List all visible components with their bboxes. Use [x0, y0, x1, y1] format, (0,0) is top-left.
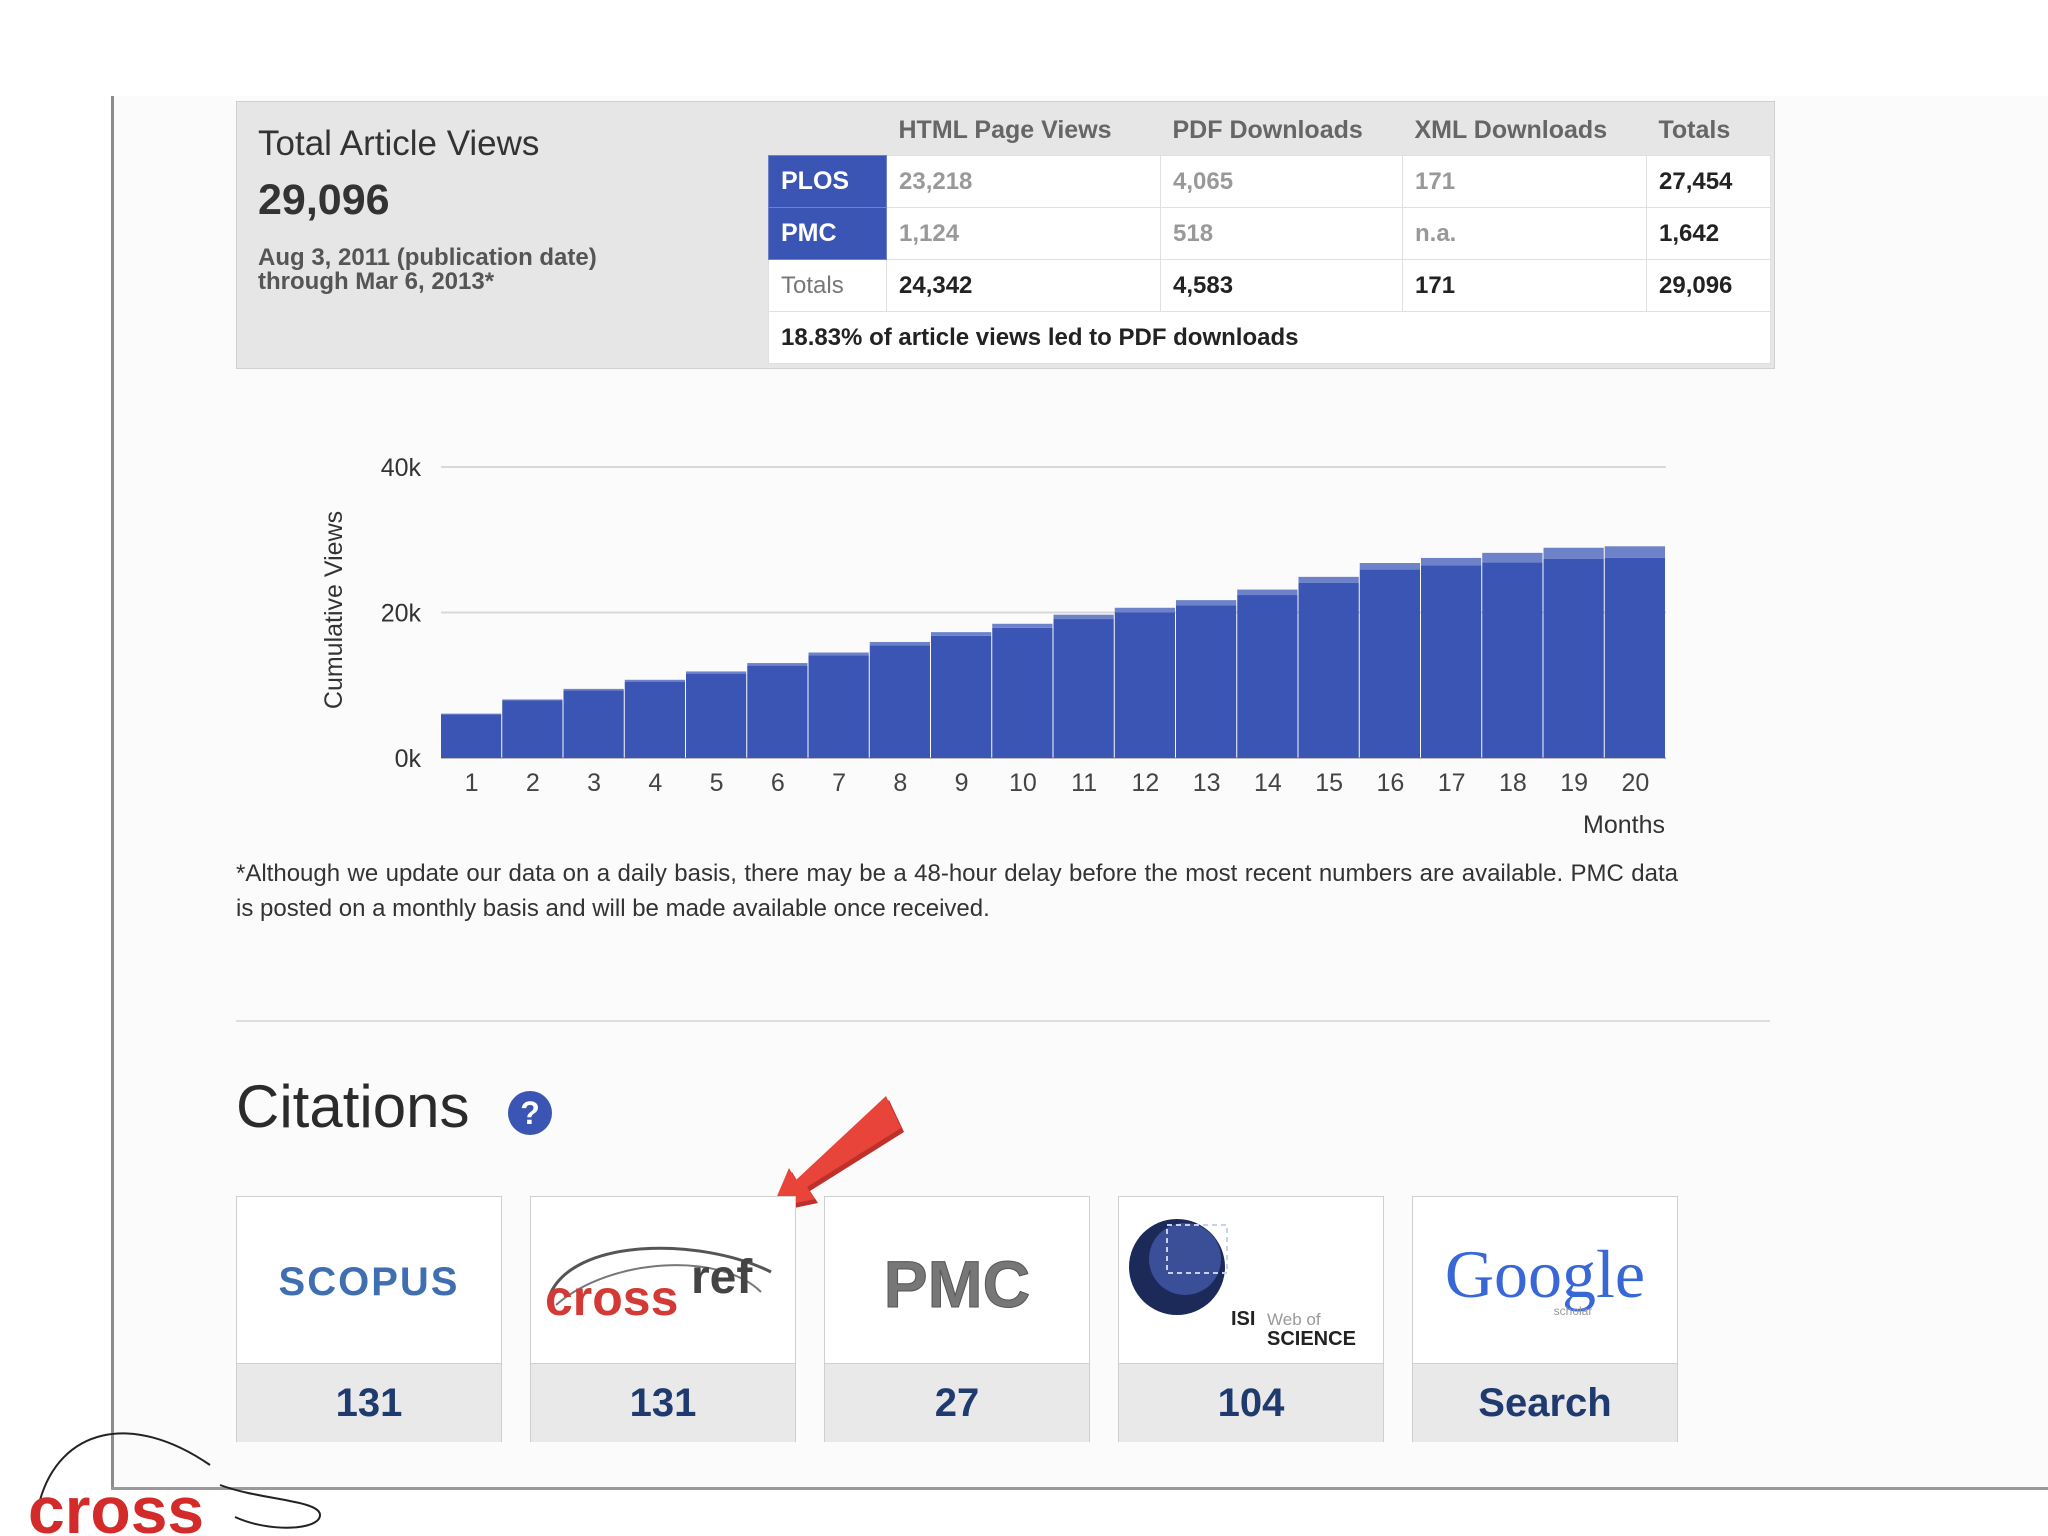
svg-text:cross: cross — [28, 1473, 204, 1536]
total-all: 29,096 — [1646, 259, 1771, 312]
scopus-logo: SCOPUS — [279, 1260, 460, 1304]
citation-card-pmc[interactable]: PMC 27 — [824, 1196, 1090, 1442]
slide-border-bottom — [111, 1487, 2048, 1490]
svg-text:ISI: ISI — [1231, 1308, 1255, 1330]
cell-total: 27,454 — [1646, 155, 1771, 208]
cell-total: 1,642 — [1646, 207, 1771, 260]
svg-text:ref: ref — [691, 1251, 753, 1304]
google-scholar-logo: Google scholar — [1445, 1236, 1645, 1318]
total-html: 24,342 — [886, 259, 1161, 312]
date-range-line-2: through Mar 6, 2013* — [258, 268, 495, 295]
slide-border-left — [111, 96, 114, 1488]
google-scholar-search[interactable]: Search — [1413, 1363, 1677, 1442]
header-spacer — [768, 105, 887, 156]
header-xml: XML Downloads — [1402, 105, 1647, 156]
citation-count-scopus[interactable]: 131 — [237, 1363, 501, 1442]
date-range-line-1: Aug 3, 2011 (publication date) — [258, 244, 597, 271]
date-range: Aug 3, 2011 (publication date) through M… — [258, 246, 718, 294]
citation-count-crossref[interactable]: 131 — [531, 1363, 795, 1442]
table-note-row: 18.83% of article views led to PDF downl… — [768, 311, 1771, 364]
table-row: PMC 1,124 518 n.a. 1,642 — [768, 207, 1771, 260]
totals-label: Totals — [768, 259, 887, 312]
total-xml: 171 — [1402, 259, 1647, 312]
total-views-count: 29,096 — [258, 176, 390, 224]
svg-text:SCOPUS: SCOPUS — [279, 1260, 460, 1304]
cell-pdf: 518 — [1160, 207, 1403, 260]
svg-text:Google: Google — [1445, 1236, 1645, 1312]
pdf-ratio-note: 18.83% of article views led to PDF downl… — [768, 311, 1771, 364]
table-row-totals: Totals 24,342 4,583 171 29,096 — [768, 259, 1771, 312]
cell-xml: n.a. — [1402, 207, 1647, 260]
cell-html: 23,218 — [886, 155, 1161, 208]
crossref-corner-logo: cross — [28, 1432, 322, 1536]
total-views-label: Total Article Views — [258, 124, 540, 163]
citations-heading: Citations — [236, 1073, 470, 1140]
views-table: HTML Page Views PDF Downloads XML Downlo… — [768, 105, 1771, 364]
citation-count-web-of-science[interactable]: 104 — [1119, 1363, 1383, 1442]
header-totals: Totals — [1646, 105, 1771, 156]
cell-pdf: 4,065 — [1160, 155, 1403, 208]
svg-text:scholar: scholar — [1554, 1304, 1593, 1318]
cell-xml: 171 — [1402, 155, 1647, 208]
crossref-logo: cross ref — [545, 1246, 772, 1326]
web-of-science-logo: ISI Web of SCIENCE — [1129, 1219, 1356, 1350]
table-row: PLOS 23,218 4,065 171 27,454 — [768, 155, 1771, 208]
svg-text:Web of: Web of — [1267, 1310, 1321, 1329]
cell-html: 1,124 — [886, 207, 1161, 260]
source-pmc: PMC — [768, 207, 887, 260]
total-pdf: 4,583 — [1160, 259, 1403, 312]
svg-text:PMC: PMC — [884, 1247, 1031, 1321]
citation-card-crossref[interactable]: cross ref 131 — [530, 1196, 796, 1442]
views-table-header: HTML Page Views PDF Downloads XML Downlo… — [768, 105, 1771, 156]
help-icon[interactable]: ? — [508, 1091, 552, 1135]
citation-card-web-of-science[interactable]: ISI Web of SCIENCE 104 — [1118, 1196, 1384, 1442]
header-html: HTML Page Views — [886, 105, 1161, 156]
section-divider — [236, 1020, 1770, 1022]
citation-card-scopus[interactable]: SCOPUS 131 — [236, 1196, 502, 1442]
data-delay-footnote: *Although we update our data on a daily … — [236, 860, 1678, 922]
svg-text:cross: cross — [545, 1270, 678, 1326]
source-plos: PLOS — [768, 155, 887, 208]
pmc-logo: PMC — [883, 1247, 1031, 1322]
svg-text:SCIENCE: SCIENCE — [1267, 1328, 1356, 1350]
citation-card-google-scholar[interactable]: Google scholar Search — [1412, 1196, 1678, 1442]
header-pdf: PDF Downloads — [1160, 105, 1403, 156]
citation-count-pmc[interactable]: 27 — [825, 1363, 1089, 1442]
